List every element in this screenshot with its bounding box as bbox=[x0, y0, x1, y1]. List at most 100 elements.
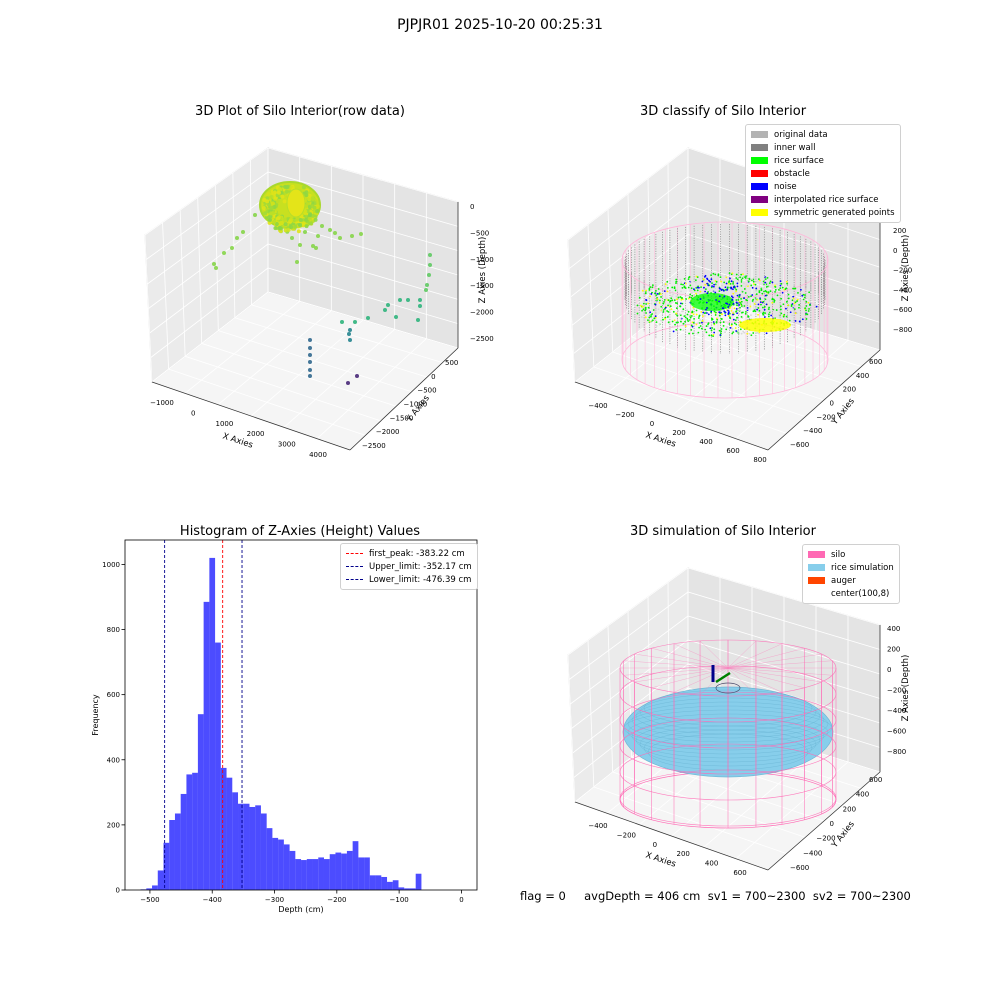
p2-classified-point bbox=[794, 312, 797, 315]
p1-scatter-point bbox=[278, 226, 282, 230]
p2-classified-point bbox=[793, 308, 796, 311]
p2-classified-point bbox=[651, 319, 654, 322]
p3-histogram-bar bbox=[169, 820, 175, 890]
p2-classified-point bbox=[676, 289, 678, 292]
p2-classified-point bbox=[688, 296, 691, 299]
p2-classified-point bbox=[772, 309, 774, 312]
p2-classified-point bbox=[672, 330, 675, 333]
p2-classified-point bbox=[759, 298, 762, 301]
figure-suptitle: PJPJR01 2025-10-20 00:25:31 bbox=[397, 17, 603, 33]
p2-noise-point bbox=[718, 300, 720, 303]
p2-noise-point bbox=[707, 284, 710, 287]
p2-classified-point bbox=[774, 289, 777, 291]
p2-classified-point bbox=[739, 281, 742, 284]
p2-classified-point bbox=[648, 290, 651, 293]
p2-classified-point bbox=[682, 329, 685, 332]
p2-noise-point bbox=[724, 311, 727, 314]
p2-classified-point bbox=[745, 275, 747, 278]
p2-classified-point bbox=[669, 302, 672, 304]
p2-classified-point bbox=[719, 321, 722, 324]
p1-scatter-point bbox=[214, 266, 218, 270]
p2-classified-point bbox=[782, 282, 785, 285]
p2-classified-point bbox=[709, 327, 712, 330]
p2-classified-point bbox=[720, 328, 723, 330]
p2-classified-point bbox=[735, 290, 737, 293]
p2-classified-point bbox=[700, 286, 702, 289]
p2-classified-point bbox=[691, 321, 694, 324]
p2-classified-point bbox=[808, 308, 810, 310]
p1-scatter-point bbox=[308, 374, 312, 378]
p2-classified-point bbox=[680, 302, 682, 305]
p2-classified-point bbox=[728, 312, 731, 315]
p3-plot-frame bbox=[124, 539, 478, 891]
p1-scatter-point bbox=[308, 338, 312, 342]
p2-classified-point bbox=[684, 320, 686, 323]
p2-noise-point bbox=[736, 312, 739, 315]
p2-classified-point bbox=[726, 286, 729, 289]
p3-histogram-bar bbox=[157, 870, 164, 890]
p2-classified-point bbox=[654, 316, 657, 319]
p2-classified-point bbox=[689, 316, 692, 319]
p3-legend-item: first_peak: -383.22 cm bbox=[346, 547, 472, 560]
p2-noise-point bbox=[705, 301, 708, 304]
p2-classified-point bbox=[642, 302, 645, 305]
p4-x-axis-label: X Axies bbox=[644, 850, 677, 869]
p2-classified-point bbox=[719, 334, 722, 336]
p2-classified-point bbox=[711, 282, 713, 285]
p2-classified-point bbox=[680, 281, 683, 284]
p2-noise-point bbox=[699, 298, 702, 300]
p2-classified-point bbox=[801, 318, 804, 321]
p2-classified-point bbox=[714, 287, 717, 290]
p2-classified-point bbox=[727, 284, 729, 286]
p2-legend-item: interpolated rice surface bbox=[751, 193, 895, 206]
p2-classified-point bbox=[675, 312, 678, 315]
p2-classified-point bbox=[654, 292, 656, 295]
p2-legend-item: symmetric generated points bbox=[751, 206, 895, 219]
p4-z-tick-label: −800 bbox=[887, 748, 906, 756]
p3-histogram-bar bbox=[364, 857, 370, 890]
p2-classified-point bbox=[730, 287, 733, 290]
p3-y-tick-label: 400 bbox=[107, 756, 120, 764]
p1-ring-point bbox=[307, 197, 312, 202]
p2-classified-point bbox=[682, 283, 684, 286]
p2-classified-point bbox=[687, 310, 690, 313]
p2-classified-point bbox=[793, 299, 795, 301]
p1-ring-point bbox=[276, 190, 281, 195]
p1-ring-point bbox=[261, 205, 266, 210]
p2-classified-point bbox=[663, 298, 666, 301]
p2-noise-point bbox=[702, 311, 705, 314]
p1-scatter-point bbox=[338, 236, 342, 240]
p1-scatter-point bbox=[406, 298, 410, 302]
p2-classified-point bbox=[762, 300, 765, 303]
p2-classified-point bbox=[730, 323, 733, 326]
p4-silo-roof-wire bbox=[673, 667, 729, 693]
p2-classified-point bbox=[671, 286, 674, 289]
p2-classified-point bbox=[733, 295, 736, 298]
p2-classified-point bbox=[718, 314, 721, 317]
p2-classified-point bbox=[708, 334, 711, 337]
p2-classified-point bbox=[736, 316, 738, 319]
p1-scatter-point bbox=[366, 316, 370, 320]
p1-scatter-point bbox=[235, 236, 239, 240]
p1-ring-point bbox=[273, 226, 278, 231]
p2-classified-point bbox=[808, 291, 811, 294]
p2-grid-z bbox=[570, 205, 881, 298]
p1-grid-z bbox=[144, 147, 459, 236]
p2-classified-point bbox=[745, 303, 748, 305]
p2-classified-point bbox=[680, 290, 682, 293]
p1-ring-point bbox=[315, 204, 320, 209]
p2-classified-point bbox=[739, 276, 742, 279]
p2-classified-point bbox=[695, 275, 698, 278]
p4-silo-ring bbox=[619, 743, 837, 801]
p2-classified-point bbox=[676, 298, 678, 301]
p2-classified-point bbox=[758, 290, 761, 292]
p2-classified-point bbox=[809, 304, 811, 306]
p3-histogram-bar bbox=[404, 888, 410, 890]
p4-y-tick-label: 600 bbox=[869, 776, 882, 784]
p1-scatter-point bbox=[333, 231, 337, 235]
p2-noise-point bbox=[727, 309, 729, 312]
p1-ring-point bbox=[312, 205, 317, 210]
p2-classified-point bbox=[682, 308, 685, 311]
p2-classified-point bbox=[740, 300, 743, 303]
p2-noise-point bbox=[727, 312, 730, 315]
